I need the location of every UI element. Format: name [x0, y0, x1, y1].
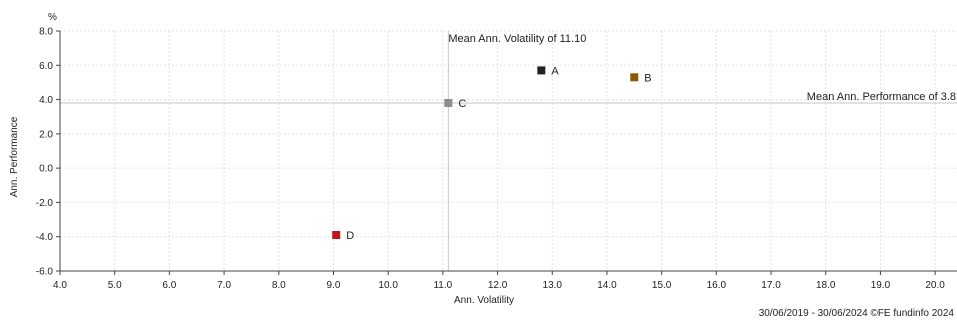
x-tick-label: 9.0 — [327, 280, 341, 291]
grid-lines — [60, 30, 957, 271]
y-tick-label: -2.0 — [36, 198, 54, 209]
x-tick-label: 8.0 — [272, 280, 286, 291]
x-tick-label: 17.0 — [761, 280, 781, 291]
point-c — [444, 99, 453, 107]
x-tick-label: 6.0 — [162, 280, 176, 291]
x-tick-label: 20.0 — [925, 280, 945, 291]
x-tick-label: 18.0 — [816, 280, 836, 291]
x-tick-label: 14.0 — [597, 280, 617, 291]
mean-performance-label: Mean Ann. Performance of 3.8 — [807, 91, 956, 103]
x-tick-label: 4.0 — [53, 280, 67, 291]
y-tick-label: 4.0 — [39, 95, 53, 106]
mean-volatility-label: Mean Ann. Volatility of 11.10 — [448, 33, 586, 45]
y-tick-label: 2.0 — [39, 129, 53, 140]
y-tick-label: 0.0 — [39, 164, 53, 175]
point-a — [537, 66, 546, 75]
x-tick-label: 12.0 — [488, 280, 508, 291]
footer-text: 30/06/2019 - 30/06/2024 ©FE fundinfo 202… — [759, 308, 955, 319]
point-d — [332, 231, 341, 239]
point-label-b: B — [644, 72, 651, 84]
y-tick-label: 8.0 — [39, 27, 53, 38]
point-b — [630, 73, 639, 82]
point-label-a: A — [551, 65, 559, 77]
x-tick-labels: 4.0 5.0 6.0 7.0 8.0 9.0 10.0 11.0 12.0 13.0 14.0 15… — [53, 280, 945, 291]
x-axis-title: Ann. Volatility — [454, 295, 514, 306]
y-tick-label: 6.0 — [39, 61, 53, 72]
point-label-d: D — [346, 230, 354, 242]
x-tick-label: 7.0 — [217, 280, 231, 291]
x-tick-label: 5.0 — [108, 280, 122, 291]
data-points: A B C D — [332, 65, 652, 242]
point-label-c: C — [458, 98, 466, 110]
x-tick-label: 16.0 — [707, 280, 727, 291]
reference-lines — [60, 31, 957, 271]
y-axis-title: Ann. Performance — [9, 116, 20, 197]
x-tick-label: 19.0 — [871, 280, 891, 291]
y-tick-label: -6.0 — [36, 267, 54, 278]
x-tick-label: 10.0 — [378, 280, 398, 291]
x-tick-label: 13.0 — [543, 280, 563, 291]
y-tick-labels: 8.0 6.0 4.0 2.0 0.0 -2.0 -4.0 -6.0 — [36, 27, 54, 278]
x-tick-label: 15.0 — [652, 280, 672, 291]
x-tick-label: 11.0 — [433, 280, 452, 291]
y-tick-label: -4.0 — [36, 232, 54, 243]
unit-label: % — [48, 12, 57, 23]
axes — [56, 30, 957, 275]
